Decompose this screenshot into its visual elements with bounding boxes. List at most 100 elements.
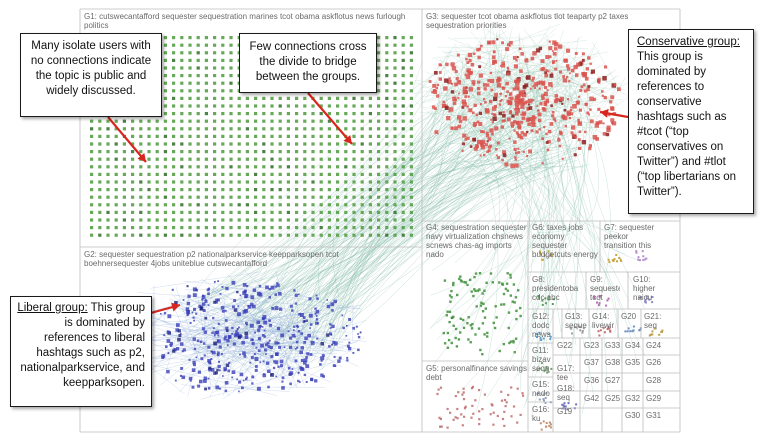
isolate-node — [279, 104, 282, 107]
group-node — [479, 272, 481, 274]
liberal-node — [254, 353, 256, 355]
conservative-node — [575, 136, 577, 138]
isolate-node — [115, 180, 118, 183]
isolate-node — [229, 89, 232, 92]
group-node — [438, 389, 440, 391]
isolate-node — [295, 180, 298, 183]
isolate-node — [377, 51, 380, 54]
isolate-node — [188, 203, 191, 206]
isolate-node — [188, 165, 191, 168]
isolate-node — [393, 112, 396, 115]
isolate-node — [197, 51, 200, 54]
isolate-node — [361, 218, 364, 221]
conservative-node — [597, 108, 600, 111]
conservative-node — [562, 158, 564, 160]
conservative-node — [537, 110, 539, 112]
isolate-node — [123, 234, 126, 237]
liberal-node — [269, 324, 272, 327]
isolate-node — [254, 112, 257, 115]
group-node — [482, 322, 484, 324]
liberal-node — [298, 294, 300, 296]
isolate-node — [139, 226, 142, 229]
isolate-node — [320, 234, 323, 237]
isolate-node — [295, 226, 298, 229]
group-node — [514, 351, 516, 353]
conservative-node — [582, 59, 585, 62]
liberal-node — [175, 380, 177, 382]
isolate-node — [393, 135, 396, 138]
isolate-node — [213, 112, 216, 115]
isolate-node — [238, 211, 241, 214]
isolate-node — [254, 196, 257, 199]
isolate-node — [172, 196, 175, 199]
conservative-node — [602, 95, 604, 97]
isolate-node — [221, 51, 224, 54]
conservative-node — [459, 120, 463, 124]
isolate-node — [311, 135, 314, 138]
isolate-node — [180, 97, 183, 100]
isolate-node — [295, 218, 298, 221]
liberal-node — [234, 308, 238, 312]
isolate-node — [172, 165, 175, 168]
group-node — [457, 417, 459, 419]
isolate-node — [131, 203, 134, 206]
conservative-node — [586, 88, 590, 92]
conservative-node — [462, 142, 465, 145]
isolate-node — [98, 196, 101, 199]
liberal-node — [237, 312, 241, 316]
liberal-node — [356, 326, 358, 328]
conservative-node — [455, 70, 458, 73]
group-node — [500, 303, 502, 305]
conservative-node — [478, 48, 481, 51]
liberal-node — [265, 353, 267, 355]
conservative-node — [450, 127, 453, 130]
isolate-node — [328, 173, 331, 176]
group-label-g21: G21: seq — [644, 312, 666, 332]
conservative-node — [501, 159, 504, 162]
isolate-node — [180, 226, 183, 229]
isolate-node — [311, 150, 314, 153]
isolate-node — [197, 82, 200, 85]
isolate-node — [287, 173, 290, 176]
isolate-node — [369, 196, 372, 199]
isolate-node — [221, 127, 224, 130]
conservative-node — [569, 72, 571, 74]
conservative-node — [578, 138, 581, 141]
isolate-node — [221, 180, 224, 183]
liberal-node — [266, 362, 269, 365]
conservative-node — [452, 66, 456, 70]
liberal-node — [267, 386, 270, 389]
liberal-node — [305, 364, 309, 368]
isolate-node — [172, 226, 175, 229]
conservative-node — [456, 77, 459, 80]
liberal-node — [322, 375, 325, 378]
liberal-node — [316, 318, 318, 320]
group-node — [483, 333, 485, 335]
isolate-node — [106, 203, 109, 206]
isolate-node — [402, 59, 405, 62]
isolate-node — [147, 158, 150, 161]
conservative-node — [469, 59, 472, 62]
isolate-node — [393, 74, 396, 77]
isolate-node — [336, 135, 339, 138]
isolate-node — [254, 218, 257, 221]
conservative-node — [465, 91, 468, 94]
isolate-node — [336, 188, 339, 191]
isolate-node — [410, 234, 413, 237]
liberal-node — [264, 348, 267, 351]
group-node — [467, 338, 469, 340]
callout-isolates-text: Many isolate users with no connections i… — [31, 40, 151, 97]
conservative-node — [519, 48, 522, 51]
conservative-node — [462, 116, 467, 121]
liberal-node — [306, 352, 309, 355]
isolate-node — [402, 188, 405, 191]
isolate-node — [303, 127, 306, 130]
isolate-node — [254, 234, 257, 237]
conservative-node — [559, 131, 562, 134]
isolate-node — [361, 120, 364, 123]
isolate-node — [393, 211, 396, 214]
conservative-node — [477, 92, 481, 96]
isolate-node — [90, 211, 93, 214]
isolate-node — [279, 112, 282, 115]
isolate-node — [164, 234, 167, 237]
